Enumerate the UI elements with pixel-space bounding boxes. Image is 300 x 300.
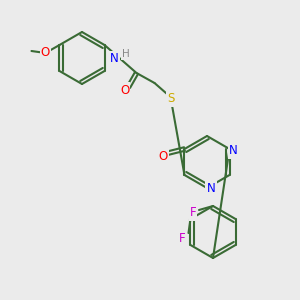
Text: F: F [179,232,186,245]
Text: O: O [41,46,50,59]
Text: N: N [229,145,238,158]
Text: O: O [120,83,129,97]
Text: S: S [167,92,174,106]
Text: F: F [190,206,196,220]
Text: N: N [110,52,118,65]
Text: H: H [122,49,129,59]
Text: N: N [207,182,215,194]
Text: O: O [159,149,168,163]
